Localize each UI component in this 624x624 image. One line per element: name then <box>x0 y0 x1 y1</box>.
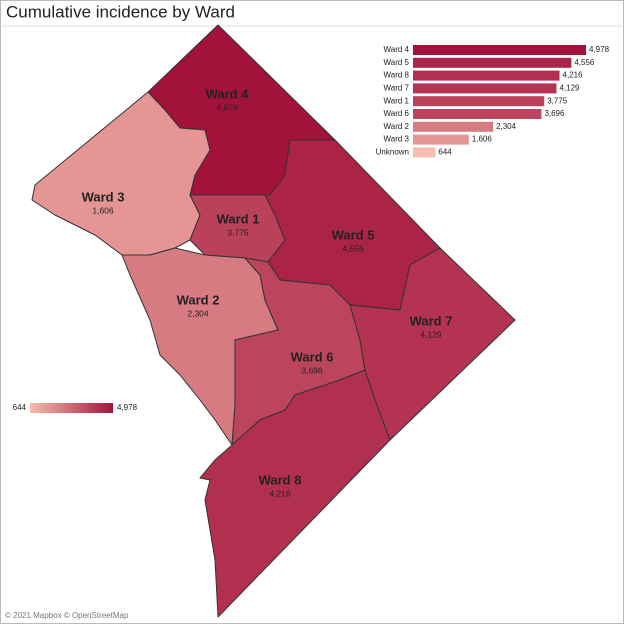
bar-value-label: 644 <box>438 148 452 157</box>
bar <box>413 109 542 119</box>
ward-region <box>199 369 391 618</box>
bar-value-label: 3,696 <box>544 109 565 118</box>
bar-value-label: 2,304 <box>496 122 517 131</box>
bar-chart: Ward 4 4,978 Ward 5 4,556 Ward 8 4,216 Ward 7 4… <box>376 45 610 158</box>
ward-value: 2,304 <box>187 308 209 318</box>
title: Cumulative incidence by Ward <box>6 2 235 21</box>
bar-value-label: 4,556 <box>574 58 595 67</box>
legend-gradient <box>30 403 113 413</box>
attribution: © 2021 Mapbox © OpenStreetMap <box>5 611 129 620</box>
bar-category: Ward 4 <box>384 45 410 54</box>
bar-value-label: 4,978 <box>589 45 610 54</box>
bar-category: Unknown <box>376 148 409 157</box>
bar <box>413 57 572 68</box>
ward-name: Ward 8 <box>259 472 302 487</box>
bar-category: Ward 3 <box>384 135 410 144</box>
ward-value: 1,606 <box>92 205 114 215</box>
bar <box>413 83 557 94</box>
ward-value: 4,216 <box>269 488 291 498</box>
ward-value: 4,978 <box>216 102 238 112</box>
bar-value-label: 4,216 <box>563 71 584 80</box>
ward-value: 3,775 <box>227 227 249 237</box>
bar <box>413 147 436 158</box>
bar <box>413 134 469 145</box>
ward-name: Ward 2 <box>177 292 220 307</box>
bar-category: Ward 2 <box>384 122 410 131</box>
bar-category: Ward 8 <box>384 71 410 80</box>
ward-name: Ward 5 <box>332 227 375 242</box>
ward-name: Ward 7 <box>410 313 453 328</box>
bar <box>413 45 586 55</box>
bar <box>413 121 494 132</box>
bar-value-label: 1,606 <box>472 135 493 144</box>
ward-value: 3,696 <box>301 365 323 375</box>
ward-value: 4,556 <box>342 243 364 253</box>
bar-value-label: 3,775 <box>547 96 568 105</box>
bar-category: Ward 6 <box>384 109 410 118</box>
bar-value-label: 4,129 <box>559 84 580 93</box>
ward-region <box>349 247 516 441</box>
bar-category: Ward 5 <box>384 58 410 67</box>
ward-name: Ward 3 <box>82 189 125 204</box>
bar-category: Ward 7 <box>384 84 410 93</box>
bar <box>413 70 560 81</box>
bar-category: Ward 1 <box>384 96 410 105</box>
bar <box>413 96 545 107</box>
ward-value: 4,129 <box>420 329 442 339</box>
legend-min: 644 <box>13 403 27 412</box>
ward-name: Ward 1 <box>217 211 260 226</box>
legend-max: 4,978 <box>117 403 138 412</box>
ward-name: Ward 6 <box>291 349 334 364</box>
legend: 644 4,978 <box>13 403 138 413</box>
ward-name: Ward 4 <box>206 86 250 101</box>
